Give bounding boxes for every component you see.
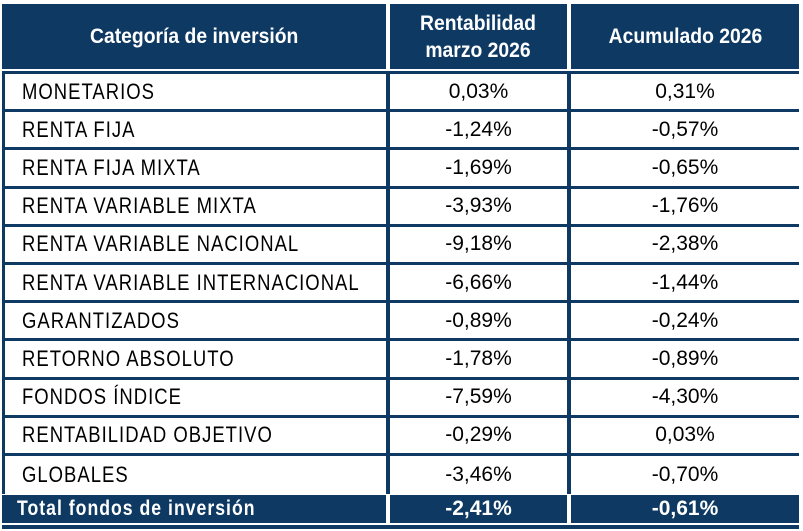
monthly-return-cell: -7,59% (390, 379, 571, 415)
table-row: GARANTIZADOS -0,89% -0,24% (5, 303, 799, 342)
monthly-return-cell: -3,93% (390, 188, 571, 224)
header-accumulated-cell: Acumulado 2026 (571, 4, 799, 69)
monthly-return-cell: -6,66% (390, 264, 571, 301)
total-accumulated-cell: -0,61% (571, 495, 799, 524)
accumulated-return-cell: -0,65% (651, 155, 719, 179)
category-label: FONDOS ÍNDICE (22, 384, 182, 410)
accumulated-return-cell: -1,76% (651, 194, 719, 218)
header-monthly-cell: Rentabilidad marzo 2026 (390, 4, 567, 69)
accumulated-return-cell: 0,03% (655, 423, 715, 447)
header-monthly-line1: Rentabilidad (420, 11, 537, 35)
category-label: GARANTIZADOS (22, 307, 180, 333)
table-total-row: Total fondos de inversión -2,41% -0,61% (2, 495, 799, 524)
monthly-return-cell: 0,03% (390, 74, 571, 110)
total-label: Total fondos de inversión (17, 497, 256, 521)
monthly-return-cell: -1,24% (390, 112, 571, 148)
total-label-cell: Total fondos de inversión (2, 495, 386, 524)
monthly-return-cell: -1,78% (390, 341, 571, 377)
accumulated-return-cell: -4,30% (651, 385, 719, 409)
category-cell: RENTA VARIABLE MIXTA (5, 188, 390, 224)
monthly-return-cell: -0,89% (390, 303, 571, 339)
table-row: RENTA FIJA -1,24% -0,57% (5, 112, 799, 151)
accumulated-return-cell: -1,44% (651, 270, 719, 294)
accumulated-return-cell: -2,38% (651, 232, 719, 256)
table-row: RENTABILIDAD OBJETIVO -0,29% 0,03% (5, 417, 799, 456)
header-monthly-label: Rentabilidad marzo 2026 (415, 10, 541, 64)
header-monthly-line2: marzo 2026 (425, 38, 532, 62)
accumulated-return-cell: 0,31% (655, 79, 715, 103)
category-cell: RENTA FIJA (5, 112, 390, 148)
table-row: MONETARIOS 0,03% 0,31% (5, 74, 799, 113)
category-cell: FONDOS ÍNDICE (5, 379, 390, 415)
table-row: RETORNO ABSOLUTO -1,78% -0,89% (5, 341, 799, 380)
table-header-row: Categoría de inversión Rentabilidad marz… (2, 4, 799, 69)
header-category-cell: Categoría de inversión (2, 4, 386, 69)
monthly-return-cell: -0,29% (390, 417, 571, 453)
category-cell: RENTABILIDAD OBJETIVO (5, 417, 390, 453)
category-cell: GARANTIZADOS (5, 303, 390, 339)
category-label: RENTA FIJA MIXTA (22, 154, 201, 180)
category-label: RENTABILIDAD OBJETIVO (22, 422, 273, 448)
accumulated-return-cell: -0,57% (651, 117, 719, 141)
total-monthly-cell: -2,41% (390, 495, 567, 524)
table-row: RENTA VARIABLE INTERNACIONAL -6,66% -1,4… (5, 264, 799, 304)
category-cell: GLOBALES (5, 455, 390, 495)
header-category-label: Categoría de inversión (89, 24, 299, 48)
table-row: FONDOS ÍNDICE -7,59% -4,30% (5, 379, 799, 418)
category-cell: MONETARIOS (5, 74, 390, 110)
accumulated-return-cell: -0,24% (651, 308, 719, 332)
category-label: RENTA VARIABLE NACIONAL (22, 231, 300, 257)
table-bottom-border (2, 525, 799, 530)
accumulated-return-cell: -0,89% (651, 346, 719, 370)
category-label: MONETARIOS (22, 78, 155, 104)
category-cell: RETORNO ABSOLUTO (5, 341, 390, 377)
category-label: RETORNO ABSOLUTO (22, 345, 235, 371)
category-cell: RENTA VARIABLE INTERNACIONAL (5, 264, 390, 301)
category-label: RENTA VARIABLE INTERNACIONAL (22, 269, 360, 295)
table-row: RENTA FIJA MIXTA -1,69% -0,65% (5, 150, 799, 189)
table-row: RENTA VARIABLE NACIONAL -9,18% -2,38% (5, 226, 799, 265)
monthly-return-cell: -1,69% (390, 150, 571, 186)
table-body: MONETARIOS 0,03% 0,31% RENTA FIJA -1,24%… (2, 71, 799, 495)
table-row: GLOBALES -3,46% -0,70% (5, 455, 799, 495)
category-label: RENTA VARIABLE MIXTA (22, 193, 257, 219)
monthly-return-cell: -3,46% (390, 455, 571, 495)
category-cell: RENTA FIJA MIXTA (5, 150, 390, 186)
monthly-return-cell: -9,18% (390, 226, 571, 262)
fund-returns-table: Categoría de inversión Rentabilidad marz… (2, 4, 799, 530)
category-cell: RENTA VARIABLE NACIONAL (5, 226, 390, 262)
category-label: GLOBALES (22, 461, 129, 487)
accumulated-return-cell: -0,70% (651, 462, 719, 486)
header-accumulated-label: Acumulado 2026 (608, 24, 762, 48)
table-row: RENTA VARIABLE MIXTA -3,93% -1,76% (5, 188, 799, 227)
category-label: RENTA FIJA (22, 116, 136, 142)
